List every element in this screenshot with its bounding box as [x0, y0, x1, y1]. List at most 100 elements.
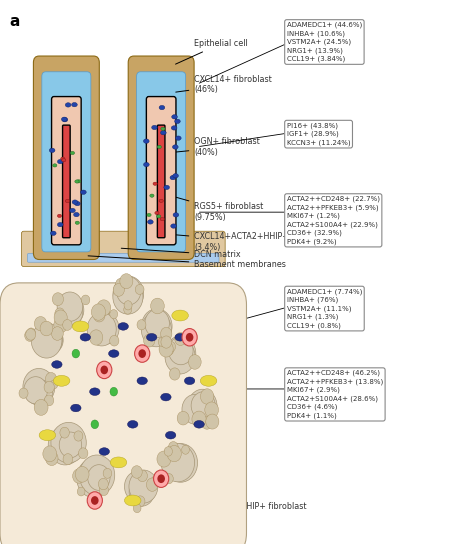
Circle shape [97, 300, 111, 316]
Circle shape [159, 341, 173, 357]
Ellipse shape [72, 200, 78, 204]
Circle shape [59, 432, 82, 458]
Circle shape [165, 339, 195, 374]
Ellipse shape [76, 180, 81, 183]
Circle shape [63, 319, 72, 330]
Circle shape [29, 380, 52, 406]
Ellipse shape [184, 377, 195, 385]
Ellipse shape [144, 163, 149, 167]
Circle shape [74, 431, 83, 441]
Text: PI16+ (43.8%)
IGF1+ (28.9%)
KCCN3+ (11.24%): PI16+ (43.8%) IGF1+ (28.9%) KCCN3+ (11.2… [287, 122, 350, 146]
Circle shape [164, 344, 173, 355]
Circle shape [157, 451, 171, 467]
Ellipse shape [152, 125, 157, 129]
FancyBboxPatch shape [157, 125, 165, 238]
Ellipse shape [174, 119, 180, 123]
Circle shape [44, 395, 54, 406]
Circle shape [51, 422, 86, 463]
Ellipse shape [153, 182, 157, 186]
Circle shape [100, 366, 108, 374]
Circle shape [73, 469, 85, 483]
FancyBboxPatch shape [137, 72, 186, 252]
Circle shape [91, 304, 106, 320]
Text: ACTA2++CD248+ (46.2%)
ACTA2++PFKEB3+ (13.8%)
MKI67+ (2.9%)
ACTA2+S100A4+ (28.6%): ACTA2++CD248+ (46.2%) ACTA2++PFKEB3+ (13… [287, 370, 383, 419]
Ellipse shape [62, 117, 67, 121]
Ellipse shape [146, 333, 157, 341]
Text: b: b [9, 291, 20, 306]
Text: Cancer cell: Cancer cell [107, 283, 216, 292]
Circle shape [87, 492, 102, 509]
Circle shape [157, 474, 165, 483]
Circle shape [161, 443, 195, 482]
Text: RGS5+ fibroblast
(61%): RGS5+ fibroblast (61%) [107, 379, 230, 399]
Circle shape [99, 485, 109, 496]
Circle shape [24, 376, 47, 404]
Circle shape [138, 349, 146, 358]
FancyBboxPatch shape [52, 97, 81, 245]
Circle shape [120, 274, 133, 289]
Ellipse shape [175, 136, 181, 140]
Circle shape [34, 399, 48, 415]
Ellipse shape [147, 220, 153, 224]
Text: ADAMEDC1+ (7.74%)
INHBA+ (76%)
VSTM2A+ (11.1%)
NRG1+ (1.3%)
CCL19+ (0.8%): ADAMEDC1+ (7.74%) INHBA+ (76%) VSTM2A+ (… [287, 288, 362, 329]
Text: a: a [9, 14, 20, 29]
Ellipse shape [161, 127, 165, 131]
Circle shape [169, 368, 180, 380]
Circle shape [23, 368, 55, 405]
Ellipse shape [175, 333, 185, 341]
Circle shape [26, 329, 36, 340]
Circle shape [168, 447, 194, 477]
Circle shape [182, 445, 190, 454]
Ellipse shape [159, 199, 163, 202]
Ellipse shape [75, 180, 79, 183]
Circle shape [110, 387, 118, 396]
Text: Epithelial cell: Epithelial cell [175, 39, 248, 64]
Ellipse shape [124, 495, 141, 506]
Ellipse shape [172, 310, 188, 321]
Circle shape [191, 392, 215, 419]
Ellipse shape [147, 213, 151, 217]
Circle shape [113, 283, 124, 296]
Ellipse shape [65, 199, 70, 202]
Circle shape [201, 416, 212, 429]
Circle shape [137, 320, 146, 330]
Ellipse shape [194, 421, 204, 428]
Circle shape [177, 411, 189, 425]
Circle shape [192, 411, 206, 428]
Circle shape [88, 465, 110, 490]
Ellipse shape [161, 131, 166, 135]
Ellipse shape [72, 321, 89, 332]
Circle shape [54, 310, 67, 325]
Circle shape [36, 324, 63, 355]
Circle shape [79, 455, 115, 496]
Ellipse shape [50, 231, 56, 236]
Ellipse shape [160, 218, 164, 221]
Circle shape [201, 389, 214, 404]
Ellipse shape [137, 377, 147, 385]
Ellipse shape [57, 159, 63, 164]
Circle shape [154, 470, 169, 487]
Ellipse shape [109, 350, 119, 357]
Ellipse shape [61, 157, 65, 160]
Circle shape [44, 381, 55, 393]
Circle shape [164, 443, 198, 482]
Circle shape [99, 478, 109, 490]
Circle shape [40, 321, 53, 336]
Text: RGS5+ fibroblast
(9.75%): RGS5+ fibroblast (9.75%) [155, 191, 264, 222]
Ellipse shape [65, 103, 71, 107]
Circle shape [46, 451, 58, 466]
Circle shape [90, 330, 103, 345]
Ellipse shape [128, 421, 138, 428]
Text: Basement membranes: Basement membranes [88, 256, 286, 269]
Circle shape [77, 459, 110, 498]
Ellipse shape [118, 323, 128, 330]
Circle shape [113, 276, 144, 311]
Ellipse shape [72, 102, 77, 107]
Circle shape [164, 447, 173, 456]
Circle shape [146, 478, 158, 491]
Ellipse shape [57, 222, 63, 227]
Text: CXCL14+ACTA2+HHIP+ fibroblast
(1.8%): CXCL14+ACTA2+HHIP+ fibroblast (1.8%) [121, 502, 306, 521]
Circle shape [91, 496, 99, 505]
Circle shape [161, 327, 172, 341]
Ellipse shape [99, 448, 109, 455]
